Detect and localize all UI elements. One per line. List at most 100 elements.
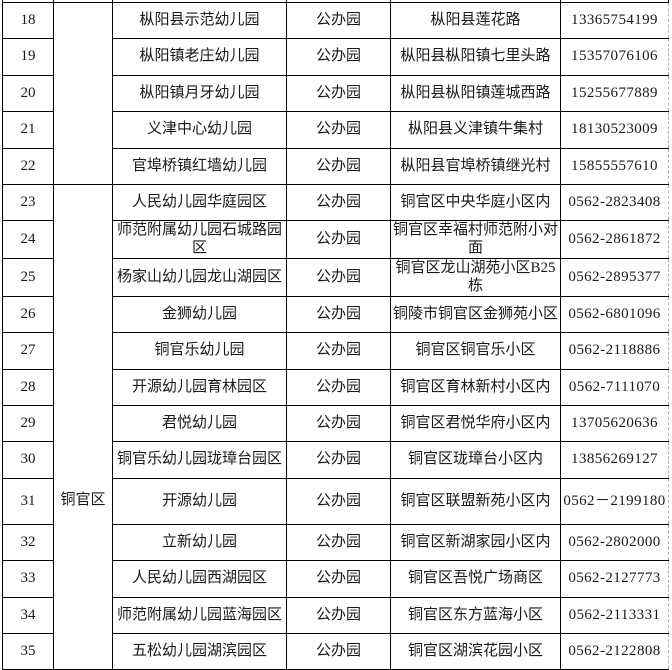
type-cell: 公办园	[286, 38, 391, 76]
table-row: 27 铜官乐幼儿园 公办园 铜官区铜官乐小区 0562-2118886	[2, 332, 669, 370]
cut-off-row-border-ticks	[0, 0, 672, 2]
phone-cell: 0562-2122808	[560, 633, 669, 670]
table-row: 19 枞阳镇老庄幼儿园 公办园 枞阳县枞阳镇七里头路 15357076106	[2, 38, 669, 76]
kindergarten-name-cell: 枞阳镇老庄幼儿园	[112, 38, 287, 76]
row-number-cell: 26	[2, 295, 54, 334]
address-cell: 铜官区君悦华府小区内	[390, 405, 561, 443]
row-number-cell: 19	[2, 38, 54, 76]
kindergarten-name-cell: 人民幼儿园华庭园区	[112, 183, 287, 222]
address-cell: 铜官区东方蓝海小区	[390, 596, 561, 635]
row-number-cell: 24	[2, 220, 54, 260]
table-row: 18 枞阳县示范幼儿园 公办园 枞阳县莲花路 13365754199	[2, 1, 669, 185]
row-number-cell: 25	[2, 258, 54, 297]
table-row: 35 五松幼儿园湖滨园区 公办园 铜官区湖滨花园小区 0562-2122808	[2, 633, 669, 670]
column-border-tick	[53, 0, 54, 2]
district-label: 铜官区	[60, 491, 106, 508]
phone-cell: 13705620636	[560, 405, 669, 443]
table-row: 33 人民幼儿园西湖园区 公办园 铜官区吾悦广场商区 0562-2127773	[2, 560, 669, 598]
type-cell: 公办园	[286, 523, 391, 562]
table-row: 34 师范附属幼儿园蓝海园区 公办园 铜官区东方蓝海小区 0562-2113331	[2, 596, 669, 635]
address-cell: 铜陵市铜官区金狮苑小区	[390, 295, 561, 334]
kindergarten-name-cell: 师范附属幼儿园蓝海园区	[112, 596, 287, 635]
row-number-cell: 29	[2, 405, 54, 443]
phone-cell: 15855557610	[560, 147, 669, 185]
row-number-cell: 33	[2, 560, 54, 598]
column-border-tick	[112, 0, 113, 2]
type-cell: 公办园	[286, 332, 391, 370]
district-cell: 铜官区	[53, 183, 113, 670]
row-number-cell: 20	[2, 74, 54, 113]
table-row: 24 师范附属幼儿园石城路园区 公办园 铜官区幸福村师范附小对面 0562-286187…	[2, 220, 669, 260]
address-cell: 铜官区新湖家园小区内	[390, 523, 561, 562]
row-number-cell: 32	[2, 523, 54, 562]
phone-cell: 0562－2199180	[560, 477, 669, 525]
kindergarten-name-cell: 铜官乐幼儿园珑璋台园区	[112, 441, 287, 479]
kindergarten-name-cell: 官埠桥镇红墙幼儿园	[112, 147, 287, 185]
row-number-cell: 18	[2, 1, 54, 40]
type-cell: 公办园	[286, 441, 391, 479]
kindergarten-name-cell: 五松幼儿园湖滨园区	[112, 633, 287, 670]
type-cell: 公办园	[286, 74, 391, 113]
district-cell	[53, 2, 113, 185]
row-number-cell: 31	[2, 477, 54, 525]
type-cell: 公办园	[286, 1, 391, 40]
row-number-cell: 27	[2, 332, 54, 370]
type-cell: 公办园	[286, 560, 391, 598]
phone-cell: 0562-2113331	[560, 596, 669, 635]
row-number-cell: 28	[2, 368, 54, 407]
table-row: 22 官埠桥镇红墙幼儿园 公办园 枞阳县官埠桥镇继光村 15855557610	[2, 147, 669, 185]
type-cell: 公办园	[286, 220, 391, 260]
type-cell: 公办园	[286, 147, 391, 185]
type-cell: 公办园	[286, 596, 391, 635]
row-number-cell: 22	[2, 147, 54, 185]
address-cell: 铜官区中央华庭小区内	[390, 183, 561, 222]
address-cell: 铜官区龙山湖苑小区B25栋	[390, 258, 561, 297]
address-cell: 铜官区珑璋台小区内	[390, 441, 561, 479]
phone-cell: 0562-2802000	[560, 523, 669, 562]
phone-cell: 15255677889	[560, 74, 669, 113]
address-cell: 枞阳县官埠桥镇继光村	[390, 147, 561, 185]
address-cell: 铜官区铜官乐小区	[390, 332, 561, 370]
type-cell: 公办园	[286, 258, 391, 297]
kindergarten-name-cell: 立新幼儿园	[112, 523, 287, 562]
type-cell: 公办园	[286, 183, 391, 222]
column-border-tick	[560, 0, 561, 2]
type-cell: 公办园	[286, 295, 391, 334]
address-cell: 铜官区联盟新苑小区内	[390, 477, 561, 525]
row-number-cell: 35	[2, 633, 54, 670]
phone-cell: 0562-2823408	[560, 183, 669, 222]
address-cell: 枞阳县枞阳镇七里头路	[390, 38, 561, 76]
column-border-tick	[390, 0, 391, 2]
phone-cell: 0562-6801096	[560, 295, 669, 334]
type-cell: 公办园	[286, 368, 391, 407]
table-row: 23 铜官区 人民幼儿园华庭园区 公办园 铜官区中央华庭小区内 0562-2823408	[2, 183, 669, 670]
kindergarten-name-cell: 师范附属幼儿园石城路园区	[112, 220, 287, 260]
column-border-tick	[2, 0, 3, 2]
phone-cell: 0562-2127773	[560, 560, 669, 598]
phone-cell: 0562-2861872	[560, 220, 669, 260]
phone-cell: 13365754199	[560, 1, 669, 40]
table-row: 32 立新幼儿园 公办园 铜官区新湖家园小区内 0562-2802000	[2, 523, 669, 562]
phone-cell: 0562-2118886	[560, 332, 669, 370]
address-cell: 铜官区吾悦广场商区	[390, 560, 561, 598]
table-row: 26 金狮幼儿园 公办园 铜陵市铜官区金狮苑小区 0562-6801096	[2, 295, 669, 334]
column-border-tick	[668, 0, 669, 2]
kindergarten-name-cell: 义津中心幼儿园	[112, 111, 287, 149]
row-number-cell: 34	[2, 596, 54, 635]
address-cell: 枞阳县莲花路	[390, 1, 561, 40]
type-cell: 公办园	[286, 405, 391, 443]
address-cell: 枞阳县枞阳镇莲城西路	[390, 74, 561, 113]
phone-cell: 0562-7111070	[560, 368, 669, 407]
phone-cell: 0562-2895377	[560, 258, 669, 297]
row-number-cell: 30	[2, 441, 54, 479]
kindergarten-name-cell: 枞阳县示范幼儿园	[112, 1, 287, 40]
table-row: 21 义津中心幼儿园 公办园 枞阳县义津镇牛集村 18130523009	[2, 111, 669, 149]
column-border-tick	[286, 0, 287, 2]
row-number-cell: 21	[2, 111, 54, 149]
kindergarten-name-cell: 开源幼儿园	[112, 477, 287, 525]
row-number-cell: 23	[2, 183, 54, 222]
phone-cell: 13856269127	[560, 441, 669, 479]
kindergarten-name-cell: 君悦幼儿园	[112, 405, 287, 443]
table-row: 30 铜官乐幼儿园珑璋台园区 公办园 铜官区珑璋台小区内 13856269127	[2, 441, 669, 479]
